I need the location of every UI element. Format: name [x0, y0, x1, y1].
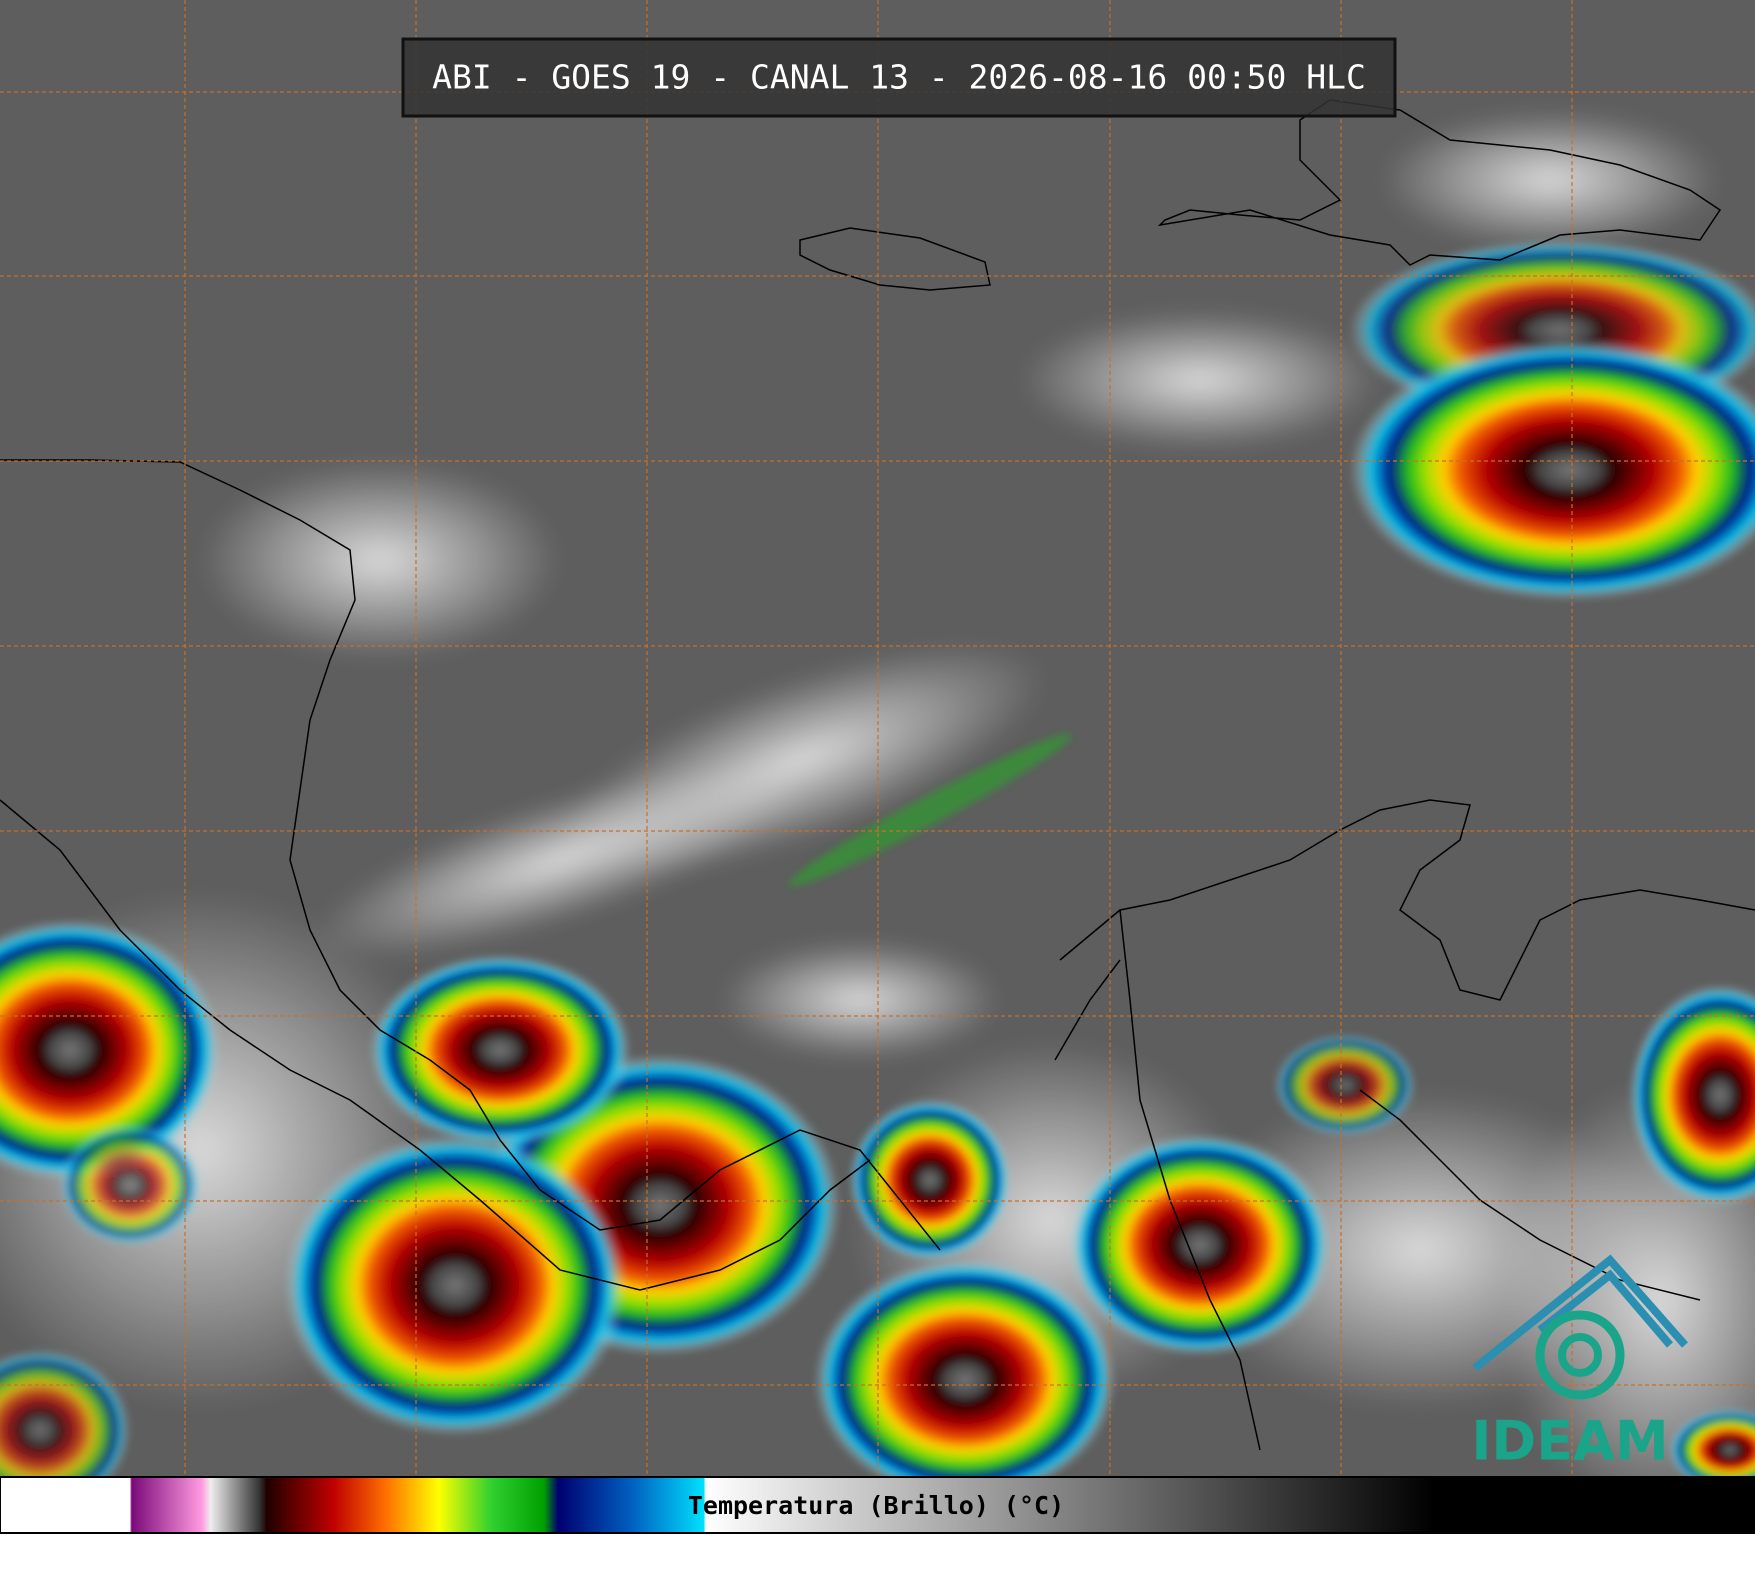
logo-text: IDEAM — [1471, 1410, 1668, 1473]
colorbar-label: Temperatura (Brillo) (°C) — [688, 1491, 1064, 1520]
logo-swirl — [1535, 1310, 1625, 1400]
logo: IDEAM — [1471, 1254, 1688, 1473]
title-box: ABI - GOES 19 - CANAL 13 - 2026-08-16 00… — [401, 37, 1397, 118]
logo-swirl-inner — [1558, 1333, 1602, 1377]
coastlines — [0, 99, 1755, 1451]
satellite-image — [0, 0, 1755, 1520]
logo-arch — [1472, 1254, 1688, 1372]
title: ABI - GOES 19 - CANAL 13 - 2026-08-16 00… — [432, 58, 1366, 97]
colorbar-ramp — [0, 1476, 1755, 1534]
storms — [0, 240, 1755, 1510]
title-background — [401, 37, 1397, 118]
colorbar: Temperatura (Brillo) (°C) — [0, 1476, 1755, 1534]
